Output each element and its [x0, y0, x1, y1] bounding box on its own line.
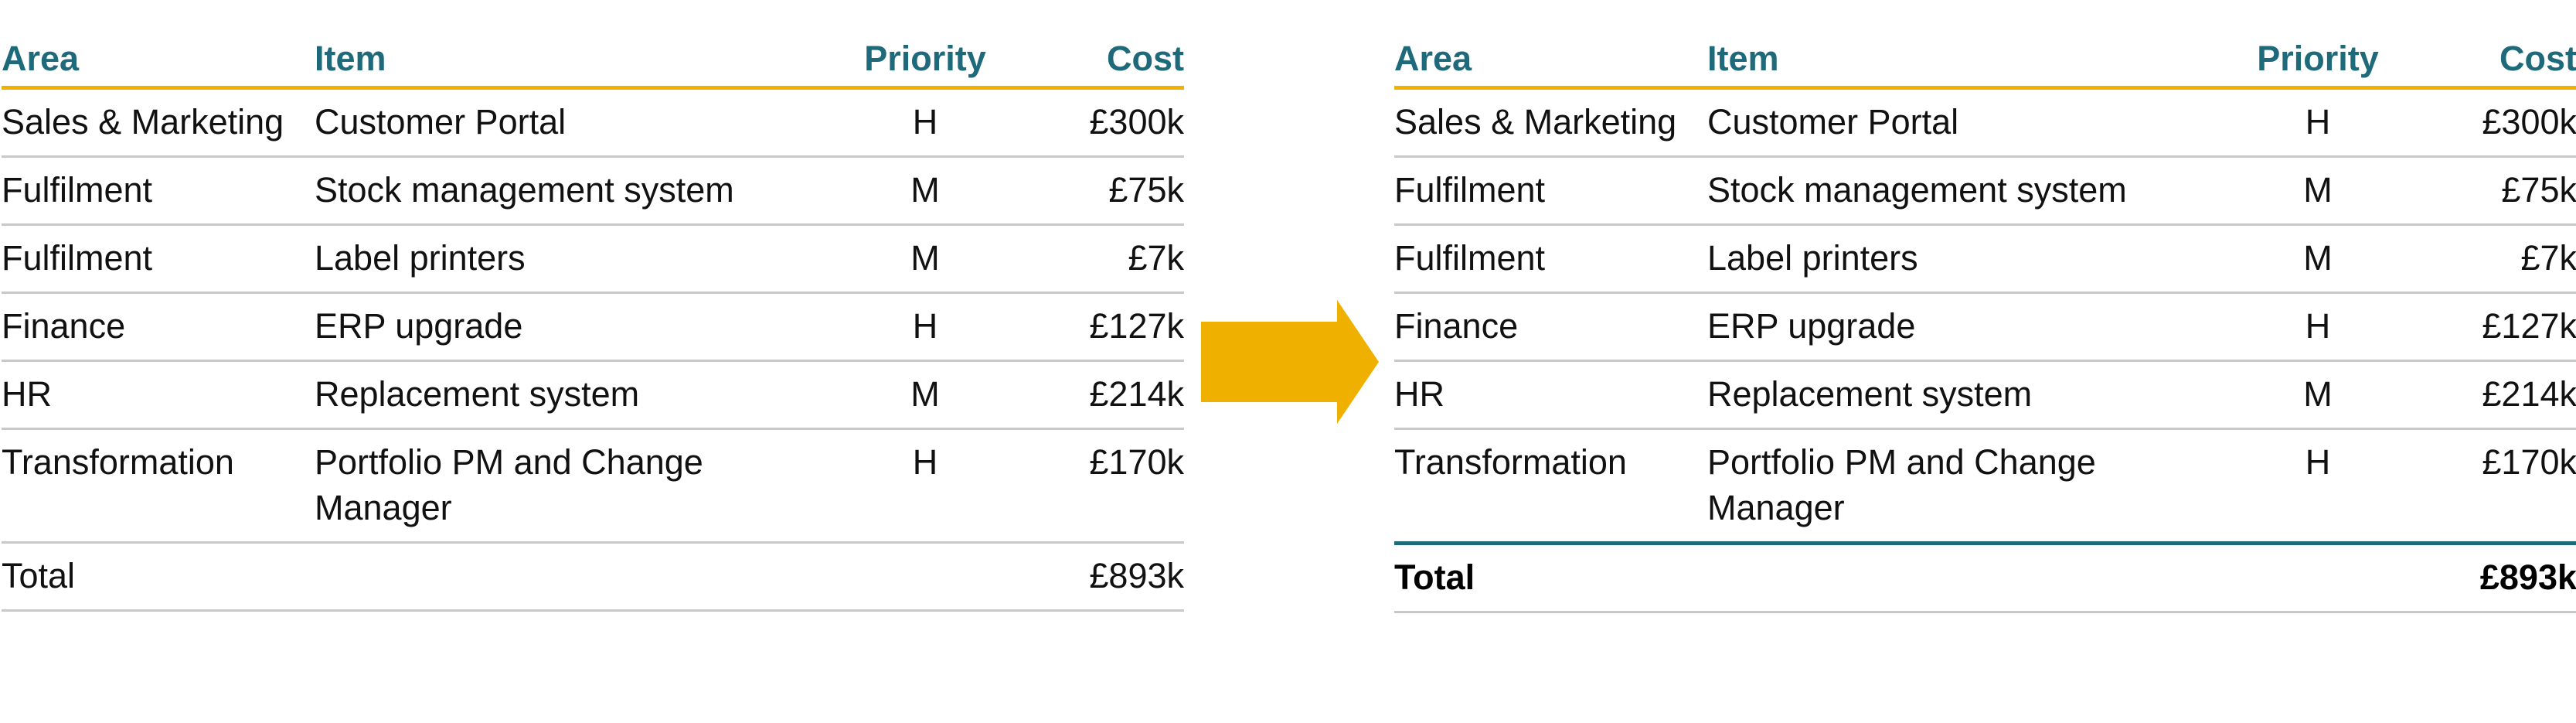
priority-cell: H [2206, 87, 2399, 158]
area-header: Area [2, 31, 315, 90]
table-row: Finance ERP upgrade H £127k [1394, 292, 2576, 362]
area-cell: Transformation [1394, 428, 1707, 544]
table-row: Sales & Marketing Customer Portal H £300… [1394, 87, 2576, 158]
total-label: Total [2, 542, 315, 612]
total-priority-empty [2206, 541, 2399, 613]
table-row: Sales & Marketing Customer Portal H £300… [2, 87, 1184, 158]
priority-cell: M [2206, 360, 2399, 430]
area-cell: Finance [1394, 292, 1707, 362]
area-cell: HR [2, 360, 315, 430]
item-cell: Customer Portal [1707, 87, 2206, 158]
table-row: Fulfilment Stock management system M £75… [2, 156, 1184, 226]
priority-header: Priority [2206, 31, 2399, 90]
item-cell: Label printers [315, 224, 813, 294]
priority-cell: M [2206, 224, 2399, 294]
cost-header: Cost [2399, 31, 2576, 90]
cost-cell: £214k [1006, 360, 1184, 430]
cost-table-after: Area Item Priority Cost Sales & Marketin… [1394, 31, 2576, 613]
table-row: Finance ERP upgrade H £127k [2, 292, 1184, 362]
table-row: Transformation Portfolio PM and Change M… [2, 428, 1184, 544]
table-row: HR Replacement system M £214k [1394, 360, 2576, 430]
table-row: Fulfilment Label printers M £7k [1394, 224, 2576, 294]
item-header: Item [1707, 31, 2206, 90]
priority-cell: M [813, 224, 1006, 294]
priority-cell: M [813, 360, 1006, 430]
cost-header: Cost [1006, 31, 1184, 90]
before-table: Area Item Priority Cost Sales & Marketin… [2, 31, 1184, 612]
table-row: HR Replacement system M £214k [2, 360, 1184, 430]
area-header: Area [1394, 31, 1707, 90]
priority-cell: M [813, 156, 1006, 226]
total-cost: £893k [2399, 541, 2576, 613]
total-priority-empty [813, 542, 1006, 612]
cost-cell: £300k [2399, 87, 2576, 158]
item-cell: Label printers [1707, 224, 2206, 294]
table-row: Transformation Portfolio PM and Change M… [1394, 428, 2576, 544]
cost-cell: £7k [1006, 224, 1184, 294]
item-cell: Customer Portal [315, 87, 813, 158]
area-cell: Fulfilment [1394, 224, 1707, 294]
area-cell: Fulfilment [2, 224, 315, 294]
item-header: Item [315, 31, 813, 90]
cost-cell: £170k [2399, 428, 2576, 544]
area-cell: Sales & Marketing [1394, 87, 1707, 158]
table-row: Fulfilment Label printers M £7k [2, 224, 1184, 294]
priority-cell: H [813, 428, 1006, 544]
priority-cell: H [2206, 292, 2399, 362]
after-table: Area Item Priority Cost Sales & Marketin… [1394, 31, 2576, 613]
total-item-empty [315, 542, 813, 612]
total-item-empty [1707, 541, 2206, 613]
item-cell: Portfolio PM and Change Manager [315, 428, 813, 544]
priority-header: Priority [813, 31, 1006, 90]
area-cell: Sales & Marketing [2, 87, 315, 158]
area-cell: Transformation [2, 428, 315, 544]
right-arrow-icon [1201, 300, 1379, 424]
cost-cell: £170k [1006, 428, 1184, 544]
area-cell: HR [1394, 360, 1707, 430]
cost-cell: £214k [2399, 360, 2576, 430]
item-cell: Replacement system [315, 360, 813, 430]
header-row: Area Item Priority Cost [2, 31, 1184, 90]
total-row: Total £893k [1394, 541, 2576, 613]
cost-cell: £127k [1006, 292, 1184, 362]
header-row: Area Item Priority Cost [1394, 31, 2576, 90]
priority-cell: H [2206, 428, 2399, 544]
item-cell: Stock management system [1707, 156, 2206, 226]
table-row: Fulfilment Stock management system M £75… [1394, 156, 2576, 226]
item-cell: Replacement system [1707, 360, 2206, 430]
cost-cell: £75k [1006, 156, 1184, 226]
priority-cell: H [813, 292, 1006, 362]
area-cell: Fulfilment [2, 156, 315, 226]
priority-cell: M [2206, 156, 2399, 226]
cost-cell: £127k [2399, 292, 2576, 362]
area-cell: Finance [2, 292, 315, 362]
cost-cell: £7k [2399, 224, 2576, 294]
priority-cell: H [813, 87, 1006, 158]
cost-cell: £300k [1006, 87, 1184, 158]
area-cell: Fulfilment [1394, 156, 1707, 226]
item-cell: Stock management system [315, 156, 813, 226]
item-cell: ERP upgrade [1707, 292, 2206, 362]
item-cell: ERP upgrade [315, 292, 813, 362]
total-row: Total £893k [2, 542, 1184, 612]
cost-table-before: Area Item Priority Cost Sales & Marketin… [2, 31, 1184, 612]
total-label: Total [1394, 541, 1707, 613]
item-cell: Portfolio PM and Change Manager [1707, 428, 2206, 544]
total-cost: £893k [1006, 542, 1184, 612]
cost-cell: £75k [2399, 156, 2576, 226]
